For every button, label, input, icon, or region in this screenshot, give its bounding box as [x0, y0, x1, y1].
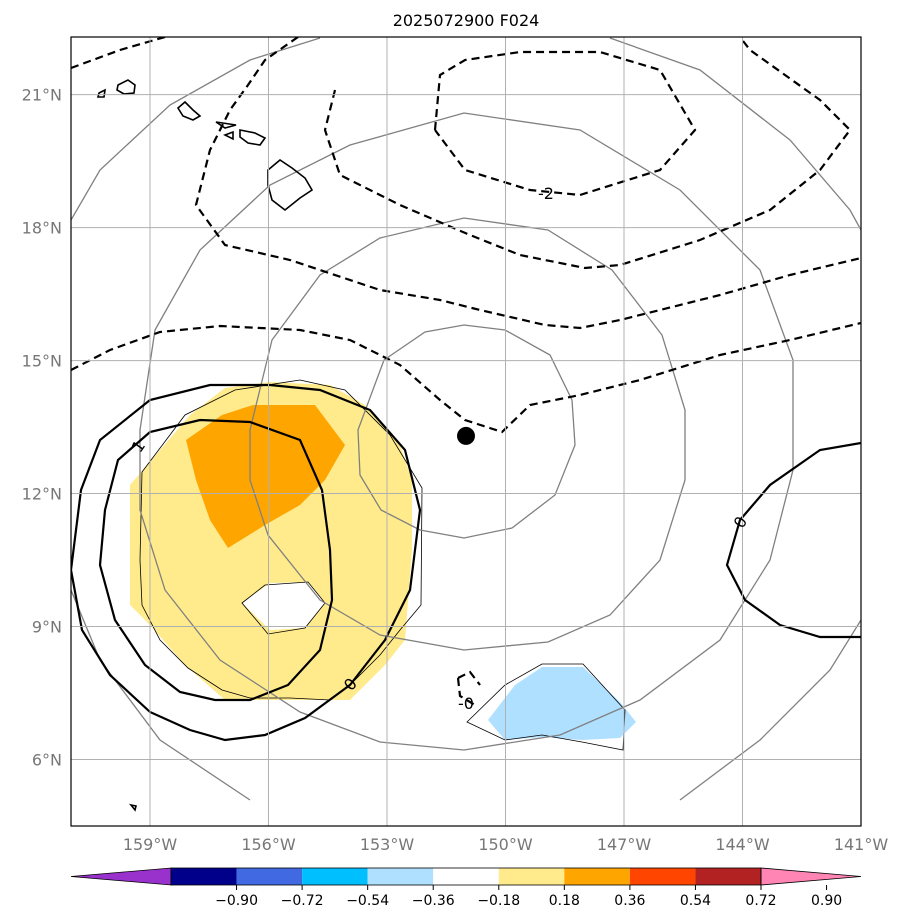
plot-frame: [70, 36, 862, 827]
y-tick-label: 21°N: [22, 86, 62, 105]
map-area: [71, 37, 861, 812]
colorbar-label: −0.54: [346, 893, 389, 909]
colorbar-segment: [498, 868, 565, 885]
colorbar-segment: [564, 868, 630, 885]
x-tick-label: 156°W: [241, 835, 296, 854]
colorbar-label: −0.90: [215, 893, 258, 909]
colorbar-label: 0.54: [680, 893, 711, 909]
range-rings: [71, 37, 861, 801]
center-marker: [457, 426, 475, 445]
colorbar-frame: [170, 867, 762, 886]
y-tick-label: 18°N: [22, 219, 62, 238]
colorbar-segment: [629, 868, 696, 885]
colorbar-segment: [171, 868, 237, 885]
x-tick-labels: 159°W 156°W 153°W 150°W 147°W 144°W 141°W: [123, 835, 889, 854]
colorbar-segment: [695, 868, 761, 885]
shade-negative-low: [488, 667, 636, 740]
contour-label-neg0: -0: [458, 694, 474, 713]
y-tick-label: 9°N: [32, 618, 62, 637]
y-tick-label: 6°N: [32, 751, 62, 770]
shade-outline: [139, 379, 423, 701]
y-tick-label: 12°N: [22, 485, 62, 504]
colorbar-extend-high: [760, 867, 862, 886]
colorbar-label: 0.90: [811, 893, 842, 909]
positive-contours: [71, 383, 861, 742]
colorbar-label: −0.18: [477, 893, 520, 909]
colorbar-segment: [302, 868, 368, 885]
coastlines: [96, 79, 314, 812]
contour-label-neg2: -2: [538, 184, 554, 203]
colorbar-label: 0.36: [614, 893, 645, 909]
x-tick-label: 159°W: [123, 835, 178, 854]
contour-label-1: 1: [128, 437, 149, 456]
colorbar-segment: [367, 868, 434, 885]
colorbar-label: 0.18: [549, 893, 580, 909]
colorbar: −0.90 −0.72 −0.54 −0.36 −0.18 0.18 0.36 0.54 0.7…: [70, 867, 862, 909]
x-tick-label: 153°W: [360, 835, 415, 854]
x-tick-label: 141°W: [834, 835, 889, 854]
chart-title: 2025072900 F024: [393, 11, 540, 30]
colorbar-extend-low: [70, 867, 172, 886]
colorbar-label: −0.36: [412, 893, 455, 909]
x-tick-label: 144°W: [715, 835, 770, 854]
colorbar-segment: [433, 868, 499, 885]
y-tick-label: 15°N: [22, 352, 62, 371]
colorbar-label: −0.72: [281, 893, 324, 909]
contour-label-0-east: 0: [730, 513, 752, 531]
x-tick-label: 147°W: [597, 835, 652, 854]
x-tick-label: 150°W: [478, 835, 533, 854]
colorbar-segment: [236, 868, 303, 885]
colorbar-label: 0.72: [745, 893, 776, 909]
y-tick-labels: 21°N 18°N 15°N 12°N 9°N 6°N: [22, 86, 62, 770]
shade-positive-mid: [186, 405, 345, 548]
